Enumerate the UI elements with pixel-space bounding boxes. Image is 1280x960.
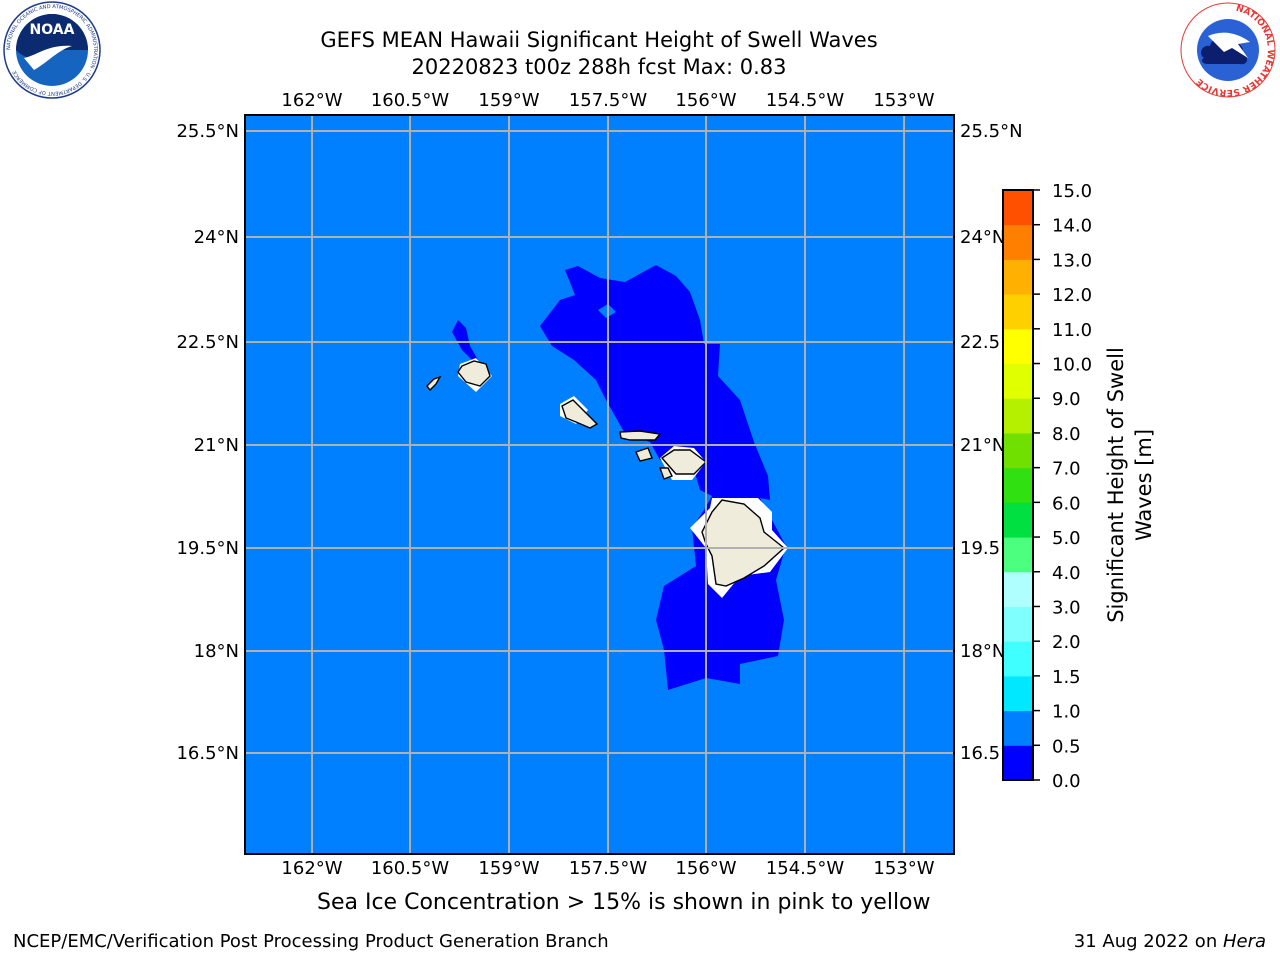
colorbar-tick-label: 3.0 [1052,597,1081,618]
lon-tick-top: 154.5°W [766,90,845,111]
colorbar-swatch [1003,606,1033,642]
colorbar-tick-label: 12.0 [1052,285,1092,306]
sea-ice-note: Sea Ice Concentration > 15% is shown in … [317,890,931,915]
colorbar-tick-label: 5.0 [1052,528,1081,549]
colorbar: 0.0 0.5 1.0 1.5 2.0 3.0 4.0 5.0 6.0 7.0 8.0 9.0 10.0… [1002,181,1092,792]
colorbar-swatch [1003,675,1033,712]
nws-logo: NATIONAL WEATHER SERVICE [1180,2,1276,98]
map-frame [244,114,955,855]
lat-tick-left: 16.5°N [176,743,239,764]
islands [426,360,786,587]
colorbar-swatch [1003,259,1033,295]
colorbar-swatch [1003,571,1033,607]
footer-date: 31 Aug 2022 on Hera [1074,931,1266,952]
colorbar-swatch [1003,294,1033,330]
colorbar-swatch [1003,190,1033,226]
colorbar-tick-label: 7.0 [1052,459,1081,480]
colorbar-tick-label: 6.0 [1052,493,1081,514]
footer-host: Hera [1222,931,1266,952]
noaa-logo: NOAA NATIONAL OCEANIC AND ATMOSPHERIC AD… [3,1,101,99]
colorbar-label-line2: Waves [m] [1132,429,1156,541]
colorbar-tick-label: 10.0 [1052,355,1092,376]
forecast-subtitle: 20220823 t00z 288h fcst Max: 0.83 [411,55,787,79]
island-niihau [426,375,442,392]
colorbar-tick-label: 15.0 [1052,181,1092,202]
noaa-logo-text: NOAA [30,22,75,38]
colorbar-tick-label: 4.0 [1052,563,1081,584]
lon-tick-top: 162°W [281,90,342,111]
colorbar-swatch [1003,363,1033,399]
lat-tick-left: 22.5°N [176,332,239,353]
lat-tick-left: 24°N [194,227,239,248]
lat-tick-left: 21°N [194,435,239,456]
lat-tick-left: 18°N [194,641,239,662]
map-ocean [245,115,954,854]
lon-tick-top: 159°W [478,90,539,111]
island-molokai [619,430,662,441]
lat-tick-right: 18°N [960,641,1005,662]
lat-tick-right: 21°N [960,435,1005,456]
island-kauai [457,360,491,387]
lon-tick-bottom: 153°W [873,858,934,879]
footer-date-text: 31 Aug 2022 on [1073,931,1223,952]
colorbar-swatch [1003,745,1033,781]
lon-tick-bottom: 154.5°W [766,858,845,879]
island-oahu [561,399,599,429]
island-lanai [635,447,653,462]
colorbar-swatch [1003,398,1033,434]
footer-credit: NCEP/EMC/Verification Post Processing Pr… [13,931,609,952]
colorbar-frame [1002,189,1034,781]
colorbar-tick-label: 0.5 [1052,736,1081,757]
colorbar-swatch [1003,641,1033,677]
colorbar-tick-label: 1.5 [1052,667,1081,688]
lon-tick-top: 160.5°W [371,90,450,111]
island-kahoolawe [659,467,673,480]
colorbar-swatch [1003,224,1033,260]
lon-tick-top: 157.5°W [569,90,648,111]
lat-tick-right: 25.5°N [960,121,1023,142]
lon-tick-bottom: 159°W [478,858,539,879]
colorbar-tick-label: 0.0 [1052,771,1081,792]
colorbar-tick-label: 14.0 [1052,216,1092,237]
lat-tick-left: 19.5°N [176,538,239,559]
colorbar-tick-label: 9.0 [1052,389,1081,410]
lon-tick-bottom: 156°W [675,858,736,879]
lat-tick-left: 25.5°N [176,121,239,142]
colorbar-swatch [1003,432,1033,469]
lat-tick-right: 24°N [960,227,1005,248]
colorbar-tick-label: 8.0 [1052,424,1081,445]
lon-tick-bottom: 160.5°W [371,858,450,879]
colorbar-tick-label: 1.0 [1052,702,1081,723]
colorbar-tick-label: 11.0 [1052,320,1092,341]
colorbar-swatch [1003,467,1033,503]
lon-tick-top: 153°W [873,90,934,111]
colorbar-tick-label: 2.0 [1052,632,1081,653]
lon-tick-top: 156°W [675,90,736,111]
lon-tick-bottom: 157.5°W [569,858,648,879]
page-title: GEFS MEAN Hawaii Significant Height of S… [320,28,878,52]
colorbar-swatch [1003,710,1033,746]
colorbar-swatch [1003,328,1033,365]
map-gridlines [245,115,954,854]
colorbar-label: Significant Height of Swell Waves [m] [1104,347,1156,623]
colorbar-swatch [1003,537,1033,573]
colorbar-tick-label: 13.0 [1052,250,1092,271]
lon-tick-bottom: 162°W [281,858,342,879]
colorbar-label-line1: Significant Height of Swell [1104,347,1128,623]
colorbar-swatch [1003,502,1033,538]
